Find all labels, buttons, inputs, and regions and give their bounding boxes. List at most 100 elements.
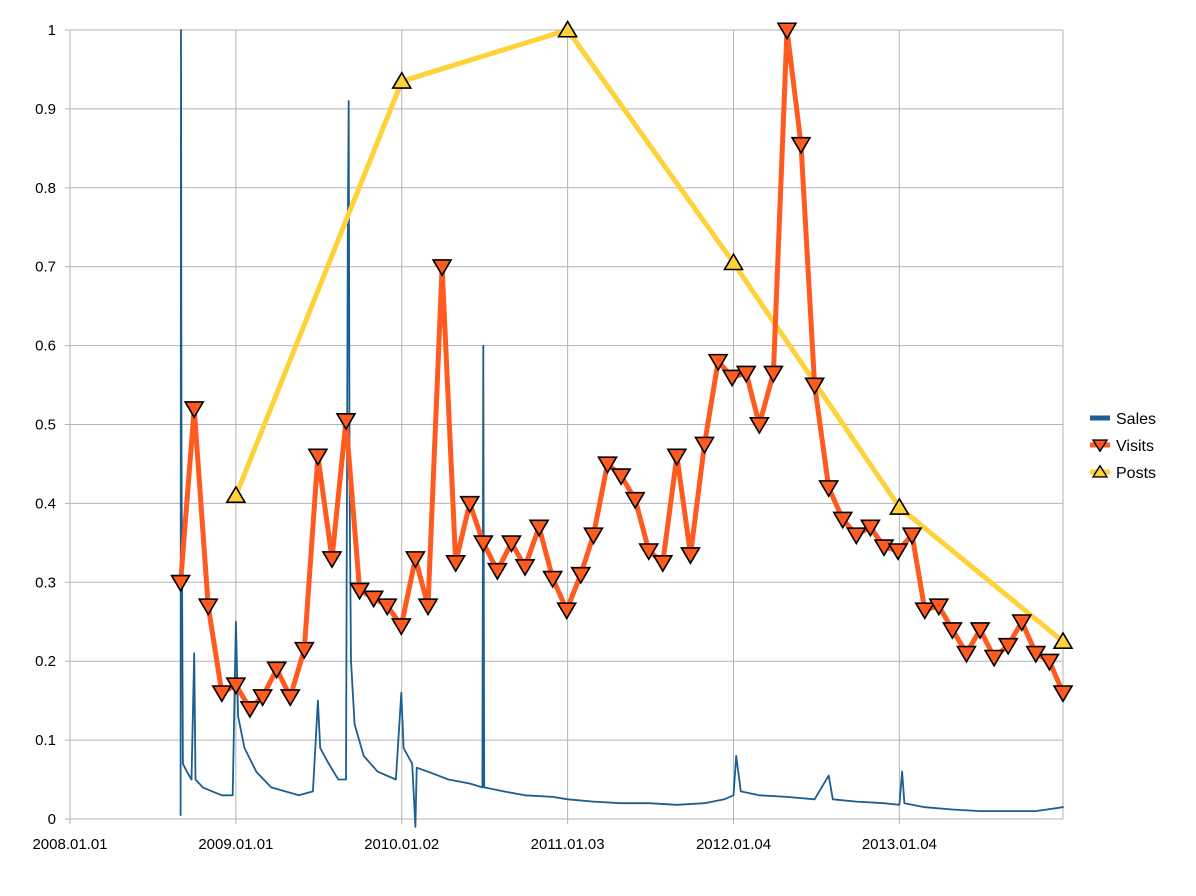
data-point-visits xyxy=(804,377,826,396)
data-point-visits xyxy=(197,598,219,617)
legend-label: Visits xyxy=(1116,438,1154,455)
legend-marker xyxy=(1091,464,1109,478)
legend-marker xyxy=(1091,439,1109,453)
data-point-posts xyxy=(1052,631,1074,650)
y-tick-label: 0.9 xyxy=(35,101,56,118)
data-point-visits xyxy=(1011,614,1033,632)
data-point-visits xyxy=(279,689,301,707)
data-point-visits xyxy=(597,456,618,475)
data-point-visits xyxy=(624,491,646,510)
x-tick-labels: 2008.01.01 2009.01.01 2010.01.02 2011.01.03… xyxy=(32,836,936,853)
data-point-visits xyxy=(776,22,798,41)
y-tick-label: 1 xyxy=(48,22,56,39)
y-tick-label: 0.8 xyxy=(35,180,56,197)
data-point-visits xyxy=(583,527,604,546)
data-point-visits xyxy=(887,543,909,561)
data-point-visits xyxy=(417,598,439,617)
series-posts xyxy=(225,19,1074,650)
data-point-posts xyxy=(723,252,744,271)
data-point-visits xyxy=(321,551,343,569)
data-point-visits xyxy=(832,511,854,530)
data-point-visits xyxy=(901,527,923,546)
data-point-visits xyxy=(997,637,1019,656)
data-point-visits xyxy=(845,527,867,546)
y-tick-labels: 0 0.1 0.2 0.3 0.4 0.5 0.6 0.7 0.8 0.9 1 xyxy=(35,22,56,828)
data-point-visits xyxy=(211,685,233,703)
axes xyxy=(65,29,1063,824)
series-line-sales xyxy=(179,29,1064,828)
data-point-visits xyxy=(445,555,467,573)
data-point-visits xyxy=(501,535,522,553)
data-point-visits xyxy=(542,570,564,589)
data-point-visits xyxy=(818,480,840,498)
x-tick-label: 2008.01.01 xyxy=(32,836,107,853)
data-point-visits xyxy=(610,468,632,486)
legend-label: Sales xyxy=(1116,411,1156,428)
data-point-visits xyxy=(735,365,757,384)
y-tick-label: 0.4 xyxy=(35,495,56,512)
gridlines xyxy=(69,29,1064,820)
data-point-visits xyxy=(376,598,398,617)
legend-label: Posts xyxy=(1116,465,1156,482)
x-tick-label: 2009.01.01 xyxy=(198,836,273,853)
x-tick-label: 2013.01.04 xyxy=(862,836,937,853)
data-point-visits xyxy=(707,353,729,372)
data-point-visits xyxy=(1039,653,1060,672)
legend-entry-posts: Posts xyxy=(1090,464,1156,482)
data-point-visits xyxy=(942,622,963,640)
y-tick-label: 0.7 xyxy=(35,259,56,276)
data-point-visits xyxy=(928,598,950,617)
data-point-visits xyxy=(252,689,274,707)
data-point-visits xyxy=(390,618,412,636)
data-point-visits xyxy=(170,574,191,593)
data-point-visits xyxy=(225,677,247,695)
data-point-visits xyxy=(514,558,536,577)
series-visits xyxy=(170,22,1074,719)
data-point-visits xyxy=(266,661,288,680)
y-tick-label: 0 xyxy=(48,811,56,828)
data-point-visits xyxy=(983,649,1005,668)
x-tick-label: 2011.01.03 xyxy=(531,836,605,853)
y-tick-label: 0.5 xyxy=(35,417,56,434)
data-point-visits xyxy=(293,641,315,660)
data-point-visits xyxy=(969,622,991,640)
series-line-posts xyxy=(233,27,1066,644)
legend-entry-sales: Sales xyxy=(1090,411,1156,428)
data-point-visits xyxy=(404,551,426,569)
data-point-visits xyxy=(762,365,784,384)
y-tick-label: 0.1 xyxy=(35,732,56,749)
data-point-visits xyxy=(431,259,453,277)
data-point-visits xyxy=(472,535,494,553)
data-point-visits xyxy=(694,436,715,455)
data-point-posts xyxy=(557,19,579,38)
data-point-posts xyxy=(225,485,247,504)
data-point-visits xyxy=(570,566,592,585)
data-point-visits xyxy=(307,448,329,467)
data-point-visits xyxy=(528,519,550,538)
data-point-visits xyxy=(335,413,357,431)
legend: Sales Visits Posts xyxy=(1090,411,1156,482)
x-tick-label: 2010.01.02 xyxy=(364,836,439,853)
x-tick-label: 2012.01.04 xyxy=(696,836,771,853)
data-point-visits xyxy=(680,547,701,565)
series-sales xyxy=(179,29,1064,828)
data-point-visits xyxy=(666,448,688,467)
data-point-visits xyxy=(721,369,743,388)
y-tick-label: 0.6 xyxy=(35,338,56,355)
data-point-visits xyxy=(486,562,508,581)
data-point-visits xyxy=(183,401,205,419)
data-point-posts xyxy=(888,497,910,515)
series-layer xyxy=(170,19,1074,828)
data-point-visits xyxy=(459,495,481,514)
data-point-visits xyxy=(748,416,770,435)
data-point-visits xyxy=(1052,685,1074,703)
data-point-visits xyxy=(652,555,674,573)
data-point-posts xyxy=(391,71,413,89)
data-point-visits xyxy=(638,543,660,561)
y-tick-label: 0.2 xyxy=(35,653,56,670)
data-point-visits xyxy=(239,700,261,719)
data-point-visits xyxy=(914,602,936,621)
data-point-visits xyxy=(556,602,578,621)
data-point-visits xyxy=(859,519,881,538)
